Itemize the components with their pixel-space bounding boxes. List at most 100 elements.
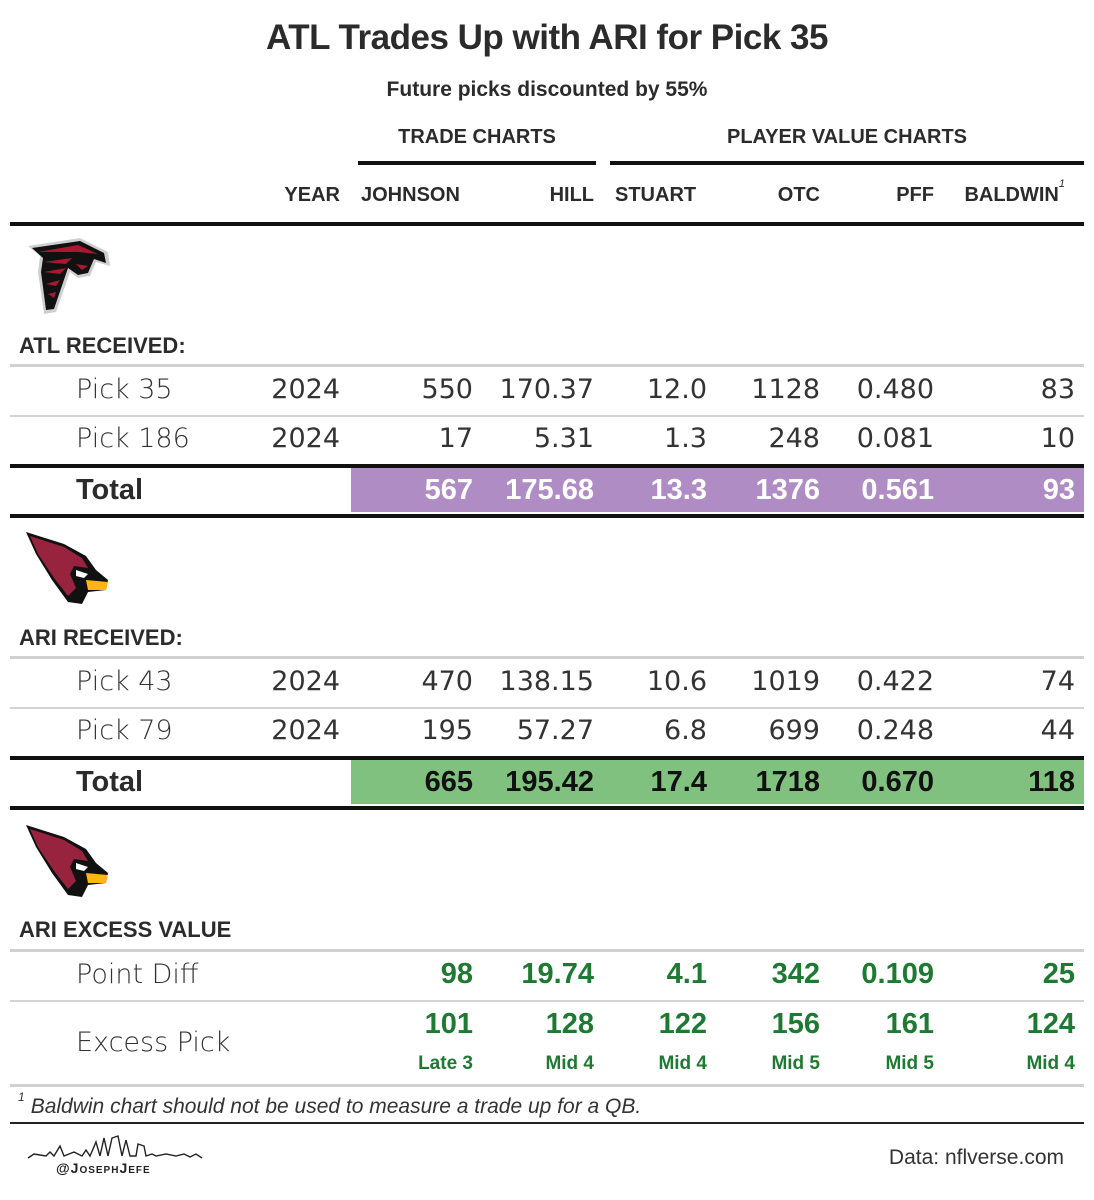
total-pff: 0.561 <box>861 474 934 506</box>
cell-baldwin: 44 <box>1040 715 1075 746</box>
row-rule <box>10 949 1084 952</box>
excess-round-hill: Mid 4 <box>545 1053 594 1074</box>
skyline-logo-icon <box>27 1135 203 1159</box>
cell-otc: 699 <box>768 715 820 746</box>
chart-subtitle: Future picks discounted by 55% <box>386 78 708 101</box>
col-header-otc: OTC <box>777 184 820 206</box>
cell-otc: 248 <box>768 423 820 454</box>
cell-johnson: 17 <box>438 423 473 454</box>
cell-year: 2024 <box>271 423 340 454</box>
row-label: Pick 79 <box>76 715 173 746</box>
data-source: Data: nflverse.com <box>888 1146 1064 1169</box>
section-label-ari-excess-value: ARI EXCESS VALUE <box>19 917 232 942</box>
col-header-year: YEAR <box>284 184 340 206</box>
cardinals-logo-icon <box>26 825 108 897</box>
section-label-ari-received: ARI RECEIVED: <box>19 625 183 650</box>
total-stuart: 17.4 <box>650 766 707 798</box>
cell-johnson: 550 <box>421 374 473 405</box>
total-johnson: 567 <box>424 474 473 506</box>
excess-round-johnson: Late 3 <box>418 1053 473 1074</box>
cell-stuart: 1.3 <box>664 423 707 454</box>
total-hill: 195.42 <box>505 766 594 798</box>
excess-round-pff: Mid 5 <box>885 1053 934 1074</box>
total-rule-top <box>10 464 1084 468</box>
total-label: Total <box>76 474 144 506</box>
spanner-player-value-charts: PLAYER VALUE CHARTS <box>726 126 968 148</box>
cell-baldwin: 74 <box>1040 666 1075 697</box>
cell-baldwin: 83 <box>1040 374 1075 405</box>
cell-pff: 0.248 <box>856 715 934 746</box>
cell-year: 2024 <box>271 666 340 697</box>
cell-otc: 1019 <box>751 666 820 697</box>
total-baldwin: 93 <box>1042 474 1075 506</box>
cell-pff: 0.081 <box>856 423 934 454</box>
cell-stuart: 10.6 <box>646 666 707 697</box>
cell-pff: 0.480 <box>856 374 934 405</box>
cardinals-logo-icon <box>26 532 108 604</box>
cell-hill: 57.27 <box>516 715 594 746</box>
diff-johnson: 98 <box>440 958 473 990</box>
diff-stuart: 4.1 <box>666 958 707 990</box>
col-header-johnson: JOHNSON <box>361 184 460 206</box>
cell-otc: 1128 <box>751 374 820 405</box>
cell-stuart: 6.8 <box>664 715 707 746</box>
total-hill: 175.68 <box>505 474 594 506</box>
excess-round-baldwin: Mid 4 <box>1026 1053 1075 1074</box>
cell-year: 2024 <box>271 374 340 405</box>
cell-hill: 138.15 <box>499 666 594 697</box>
diff-pff: 0.109 <box>861 958 934 990</box>
excess-pick-pff: 161 <box>885 1008 934 1040</box>
cell-johnson: 195 <box>421 715 473 746</box>
excess-round-otc: Mid 5 <box>771 1053 820 1074</box>
excess-pick-johnson: 101 <box>424 1008 473 1040</box>
total-fill-ari <box>351 760 1084 804</box>
col-header-baldwin: BALDWIN1 <box>945 178 1065 207</box>
excess-pick-hill: 128 <box>545 1008 594 1040</box>
row-rule <box>10 1084 1084 1087</box>
row-rule <box>10 1000 1084 1002</box>
total-baldwin: 118 <box>1028 766 1075 798</box>
total-otc: 1376 <box>755 474 820 506</box>
row-label: Pick 43 <box>76 666 173 697</box>
col-header-stuart: STUART <box>615 184 697 206</box>
total-rule-top <box>10 756 1084 760</box>
row-rule <box>10 707 1084 709</box>
footnote-marker: 1 <box>1058 178 1065 190</box>
spanner-player-value-charts-line <box>610 161 1084 165</box>
row-rule <box>10 364 1084 367</box>
total-otc: 1718 <box>755 766 820 798</box>
cell-hill: 5.31 <box>533 423 594 454</box>
diff-otc: 342 <box>771 958 820 990</box>
row-label: Pick 35 <box>76 374 173 405</box>
diff-baldwin: 25 <box>1042 958 1075 990</box>
cell-hill: 170.37 <box>499 374 594 405</box>
footnote-text: Baldwin chart should not be used to meas… <box>30 1095 642 1118</box>
section-label-atl-received: ATL RECEIVED: <box>19 333 186 358</box>
cell-johnson: 470 <box>421 666 473 697</box>
cell-baldwin: 10 <box>1040 423 1075 454</box>
col-header-hill: HILL <box>549 184 594 206</box>
excess-round-stuart: Mid 4 <box>658 1053 707 1074</box>
row-label: Pick 186 <box>76 423 190 454</box>
footer-rule <box>10 1122 1084 1124</box>
col-header-pff: PFF <box>896 184 934 206</box>
total-rule-bottom <box>10 806 1084 810</box>
row-label: Excess Pick <box>76 1027 231 1058</box>
row-rule <box>10 656 1084 659</box>
cell-year: 2024 <box>271 715 340 746</box>
row-rule <box>10 415 1084 417</box>
total-rule-bottom <box>10 514 1084 518</box>
header-rule <box>10 222 1084 226</box>
watermark-handle: @JosephJefe <box>56 1160 151 1176</box>
excess-pick-baldwin: 124 <box>1026 1008 1075 1040</box>
cell-stuart: 12.0 <box>646 374 707 405</box>
total-johnson: 665 <box>424 766 473 798</box>
total-pff: 0.670 <box>861 766 934 798</box>
total-stuart: 13.3 <box>650 474 707 506</box>
total-fill-atl <box>351 468 1084 512</box>
excess-pick-otc: 156 <box>771 1008 820 1040</box>
footnote: 1 Baldwin chart should not be used to mea… <box>18 1090 642 1119</box>
cell-pff: 0.422 <box>856 666 934 697</box>
spanner-trade-charts-line <box>358 161 596 165</box>
col-header-baldwin-label: BALDWIN <box>964 184 1059 206</box>
